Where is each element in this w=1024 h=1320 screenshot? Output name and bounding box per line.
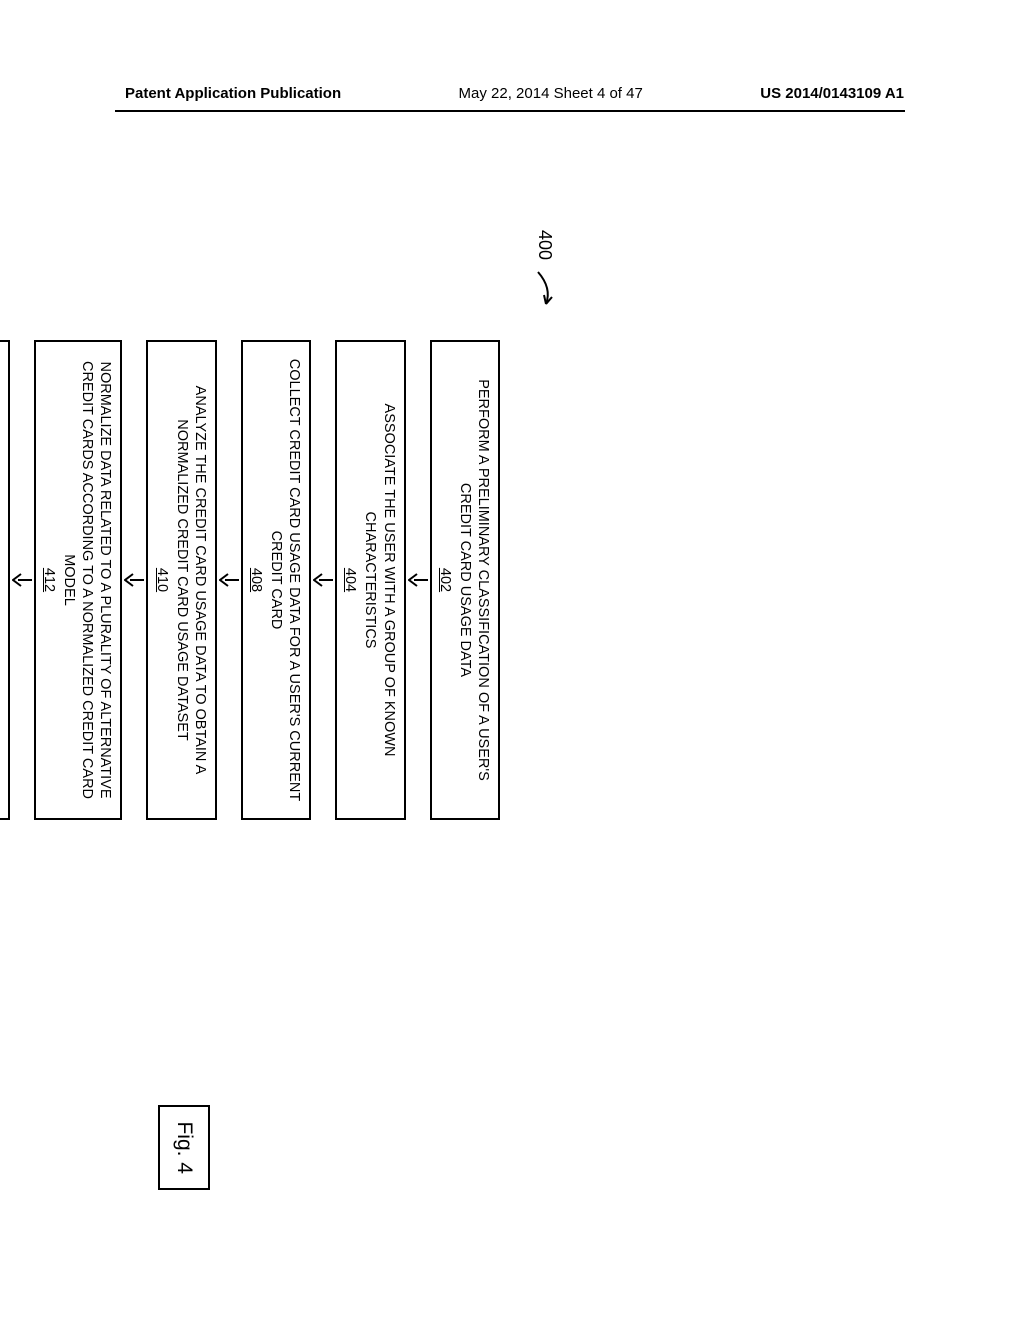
page-header: Patent Application Publication May 22, 2… — [0, 85, 1024, 102]
flow-step-text: APPLY THE NORMALIZED CREDIT CARD MODEL T… — [0, 363, 1, 797]
header-right: US 2014/0143109 A1 — [760, 85, 904, 102]
flow-step-num: 404 — [341, 352, 359, 808]
curved-arrow-icon — [535, 270, 555, 310]
flow-step-410: ANALYZE THE CREDIT CARD USAGE DATA TO OB… — [147, 340, 217, 820]
figure-ref: 400 — [534, 230, 555, 310]
flow-step-num: 412 — [40, 352, 58, 808]
flow-step-414: APPLY THE NORMALIZED CREDIT CARD MODEL T… — [0, 340, 10, 820]
flow-step-402: PERFORM A PRELIMINARY CLASSIFICATION OF … — [430, 340, 500, 820]
flow-step-num: 408 — [247, 352, 265, 808]
figure-wrap: 400 PERFORM A PRELIMINARY CLASSIFICATION… — [0, 260, 500, 1080]
flow-step-text: NORMALIZE DATA RELATED TO A PLURALITY OF… — [61, 361, 113, 799]
figure-ref-num: 400 — [534, 230, 555, 260]
flow-step-text: ASSOCIATE THE USER WITH A GROUP OF KNOWN… — [363, 404, 397, 757]
flow-step-text: COLLECT CREDIT CARD USAGE DATA FOR A USE… — [268, 359, 302, 801]
flow-arrow-icon — [10, 570, 34, 590]
figure-label: Fig. 4 — [158, 1105, 210, 1190]
flow-arrow-icon — [123, 570, 147, 590]
flowchart: PERFORM A PRELIMINARY CLASSIFICATION OF … — [0, 340, 500, 820]
flow-step-404: ASSOCIATE THE USER WITH A GROUP OF KNOWN… — [335, 340, 405, 820]
flow-arrow-icon — [406, 570, 430, 590]
flow-step-text: PERFORM A PRELIMINARY CLASSIFICATION OF … — [457, 379, 491, 781]
flow-step-412: NORMALIZE DATA RELATED TO A PLURALITY OF… — [34, 340, 123, 820]
flow-arrow-icon — [311, 570, 335, 590]
flow-step-num: 402 — [436, 352, 454, 808]
flow-step-text: ANALYZE THE CREDIT CARD USAGE DATA TO OB… — [174, 386, 208, 775]
flow-step-408: COLLECT CREDIT CARD USAGE DATA FOR A USE… — [241, 340, 311, 820]
figure-4: 400 PERFORM A PRELIMINARY CLASSIFICATION… — [0, 260, 500, 1080]
header-rule — [115, 110, 905, 112]
header-left: Patent Application Publication — [125, 85, 341, 102]
flow-arrow-icon — [217, 570, 241, 590]
flow-step-num: 410 — [153, 352, 171, 808]
header-mid: May 22, 2014 Sheet 4 of 47 — [341, 85, 760, 102]
